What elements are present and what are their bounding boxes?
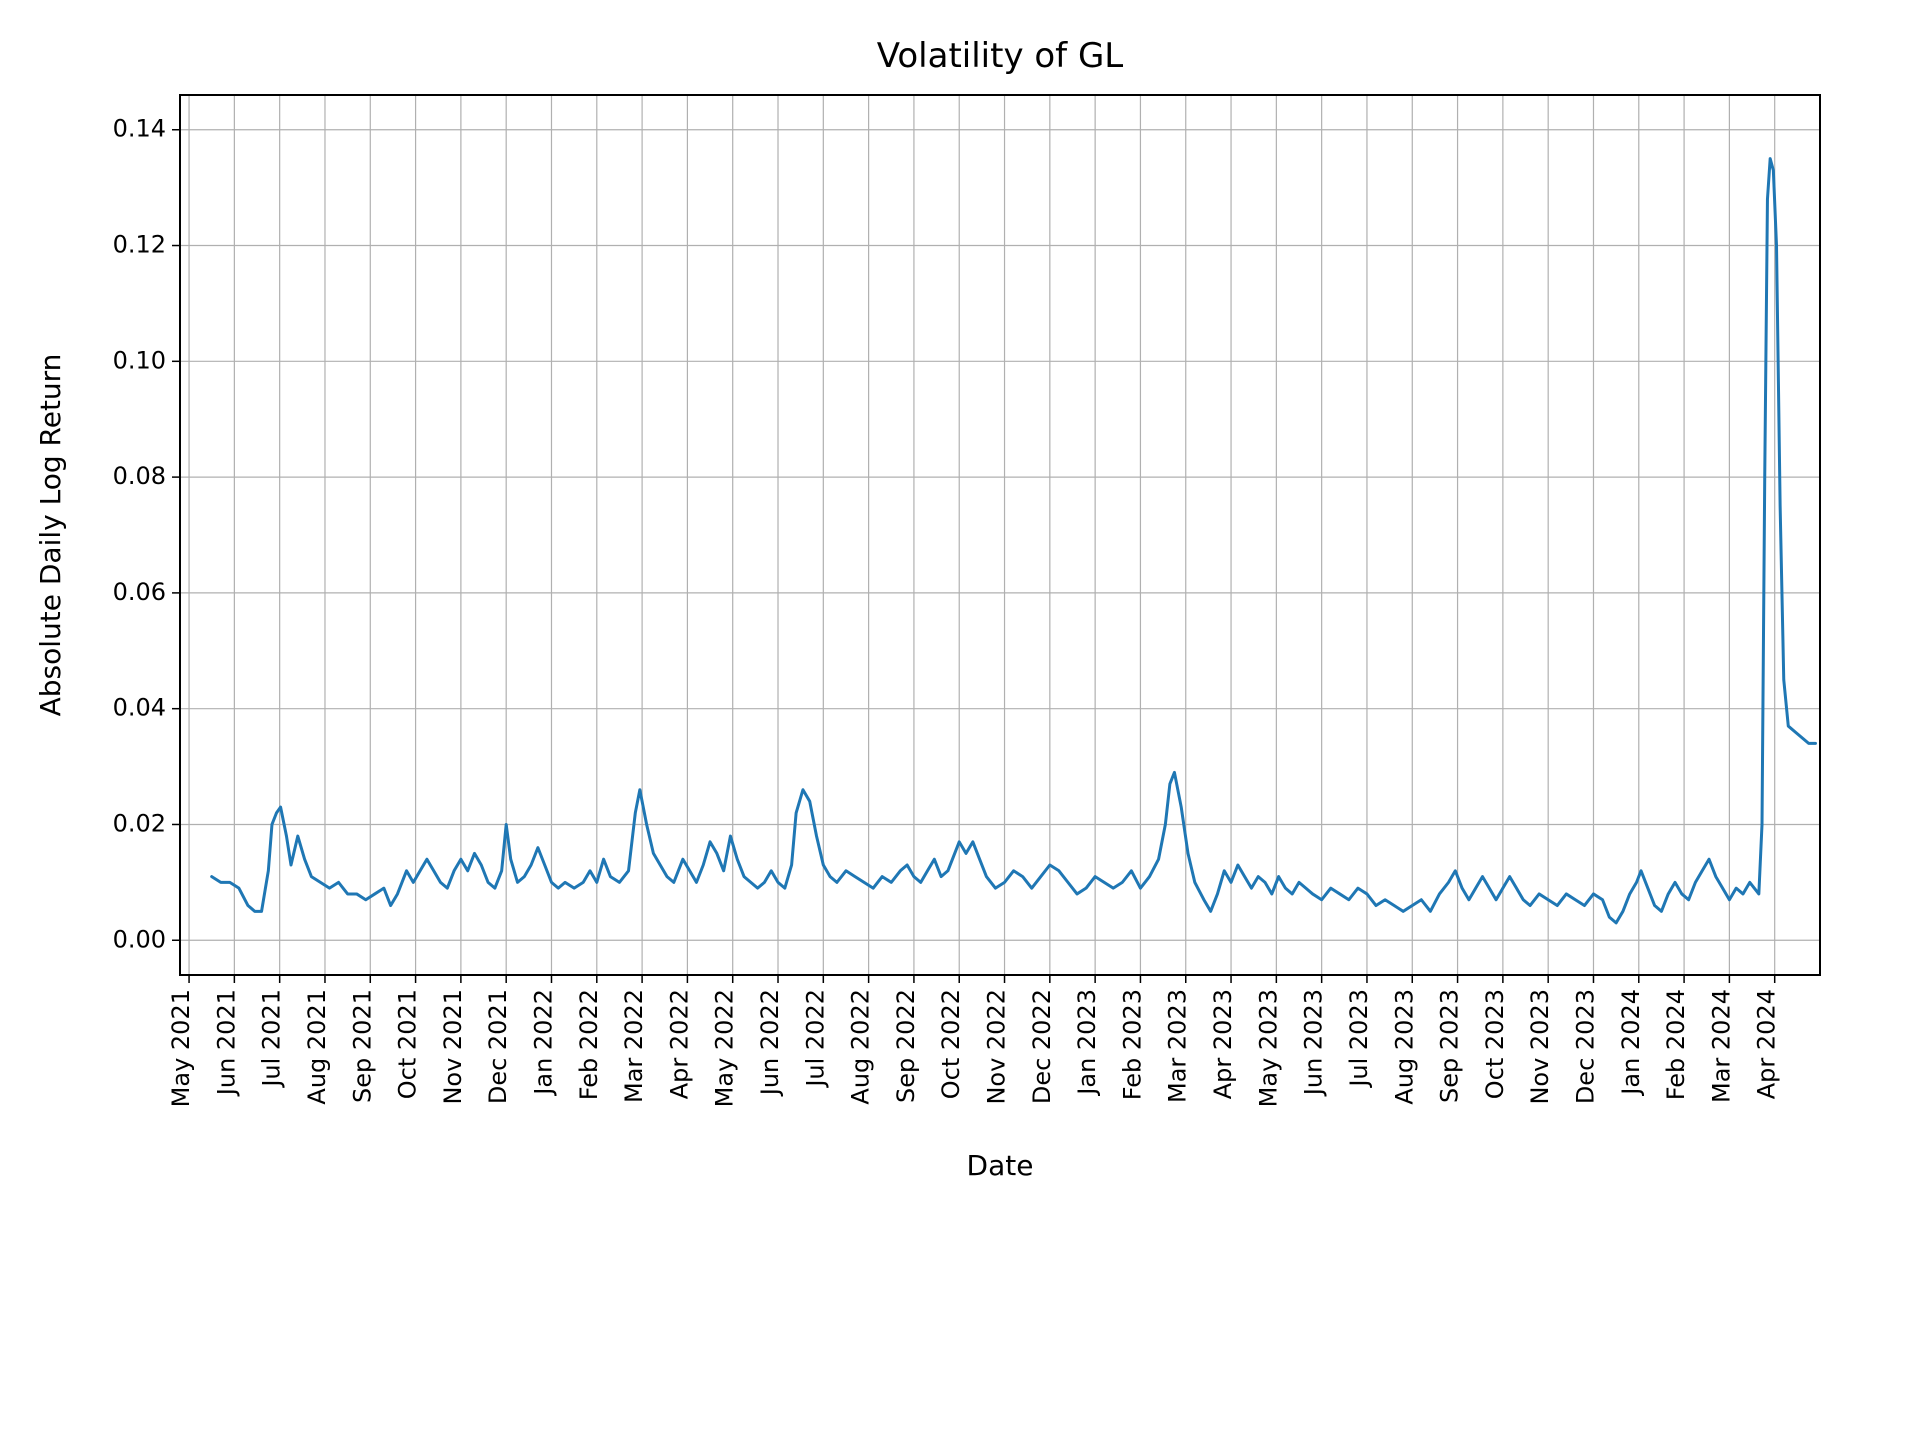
xtick-label: Mar 2022 (620, 989, 648, 1103)
xtick-label: Jul 2021 (258, 989, 286, 1089)
xtick-label: Sep 2023 (1436, 989, 1464, 1103)
ytick-label: 0.02 (113, 809, 166, 837)
x-axis: May 2021 Jun 2021 Jul 2021 Aug 2021 Sep 2021… (167, 975, 1781, 1107)
ytick-label: 0.10 (113, 346, 166, 374)
xtick-label: Jan 2023 (1073, 989, 1101, 1097)
ytick-label: 0.00 (113, 925, 166, 953)
xtick-label: Dec 2021 (484, 989, 512, 1104)
xtick-label: Nov 2022 (983, 989, 1011, 1105)
xtick-label: Apr 2023 (1209, 989, 1237, 1099)
y-axis-label: Absolute Daily Log Return (34, 354, 67, 717)
xtick-label: Aug 2022 (847, 989, 875, 1105)
xtick-label: Oct 2023 (1481, 989, 1509, 1099)
chart-container: 0.00 0.02 0.04 0.06 0.08 0.10 0.12 0.14 May 2021… (0, 0, 1920, 1440)
xtick-label: Dec 2022 (1028, 989, 1056, 1104)
ytick-label: 0.06 (113, 578, 166, 606)
ytick-label: 0.14 (113, 115, 166, 143)
xtick-label: Feb 2024 (1662, 989, 1690, 1100)
xtick-label: May 2021 (167, 989, 195, 1107)
volatility-line-chart: 0.00 0.02 0.04 0.06 0.08 0.10 0.12 0.14 May 2021… (0, 0, 1920, 1440)
xtick-label: Sep 2021 (348, 989, 376, 1103)
xtick-label: Apr 2024 (1753, 989, 1781, 1099)
plot-border (180, 95, 1820, 975)
xtick-label: Jun 2022 (756, 989, 784, 1097)
x-axis-label: Date (967, 1149, 1034, 1182)
xtick-label: Dec 2023 (1571, 989, 1599, 1104)
xtick-label: May 2022 (711, 989, 739, 1107)
xtick-label: Aug 2023 (1390, 989, 1418, 1105)
xtick-label: Jan 2024 (1617, 989, 1645, 1097)
xtick-label: Feb 2022 (575, 989, 603, 1100)
series-line (212, 159, 1816, 923)
xtick-label: Oct 2021 (394, 989, 422, 1099)
ytick-label: 0.08 (113, 462, 166, 490)
xtick-label: Jan 2022 (529, 989, 557, 1097)
xtick-label: Jun 2021 (212, 989, 240, 1097)
xtick-label: Nov 2021 (439, 989, 467, 1105)
xtick-label: Jul 2023 (1345, 989, 1373, 1089)
xtick-label: Nov 2023 (1526, 989, 1554, 1105)
grid (180, 95, 1820, 975)
chart-title: Volatility of GL (877, 36, 1124, 76)
ytick-label: 0.04 (113, 694, 166, 722)
xtick-label: Aug 2021 (303, 989, 331, 1105)
xtick-label: Mar 2024 (1707, 989, 1735, 1103)
xtick-label: Jul 2022 (801, 989, 829, 1089)
xtick-label: Oct 2022 (937, 989, 965, 1099)
xtick-label: May 2023 (1254, 989, 1282, 1107)
ytick-label: 0.12 (113, 231, 166, 259)
xtick-label: Feb 2023 (1118, 989, 1146, 1100)
xtick-label: Jun 2023 (1300, 989, 1328, 1097)
xtick-label: Sep 2022 (892, 989, 920, 1103)
xtick-label: Mar 2023 (1164, 989, 1192, 1103)
y-axis: 0.00 0.02 0.04 0.06 0.08 0.10 0.12 0.14 (113, 115, 180, 954)
xtick-label: Apr 2022 (665, 989, 693, 1099)
